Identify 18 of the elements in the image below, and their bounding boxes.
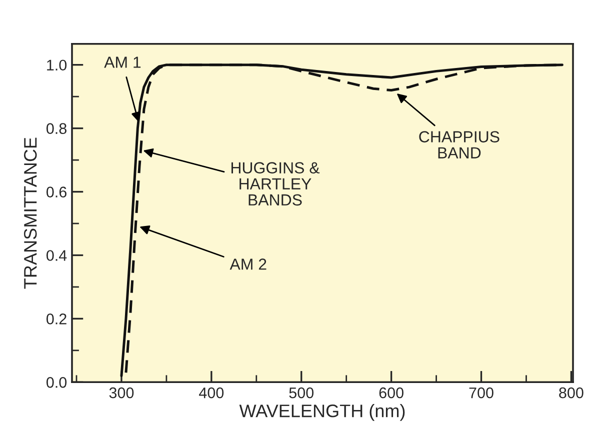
- annotation: AM 1: [104, 56, 141, 68]
- x-axis-title: WAVELENGTH (nm): [239, 404, 405, 421]
- y-tick-label: 0.4: [46, 250, 67, 261]
- y-axis-title: TRANSMITTANCE: [24, 138, 37, 289]
- y-tick-label: 0.2: [46, 314, 66, 324]
- x-tick-label: 400: [199, 387, 224, 398]
- x-tick-label: 500: [289, 387, 314, 398]
- x-tick-label: 800: [559, 387, 584, 398]
- x-tick-label: 700: [469, 387, 494, 398]
- annotation: HUGGINS & HARTLEY BANDS: [231, 162, 320, 206]
- annotation: CHAPPIUS BAND: [419, 131, 500, 158]
- x-tick-label: 600: [379, 387, 404, 398]
- y-tick-label: 0.0: [46, 377, 67, 388]
- annotation: AM 2: [230, 258, 266, 270]
- y-tick-label: 0.8: [46, 123, 66, 134]
- x-tick-label: 300: [109, 387, 134, 398]
- y-tick-label: 1.0: [47, 60, 67, 71]
- y-tick-label: 0.6: [46, 186, 66, 198]
